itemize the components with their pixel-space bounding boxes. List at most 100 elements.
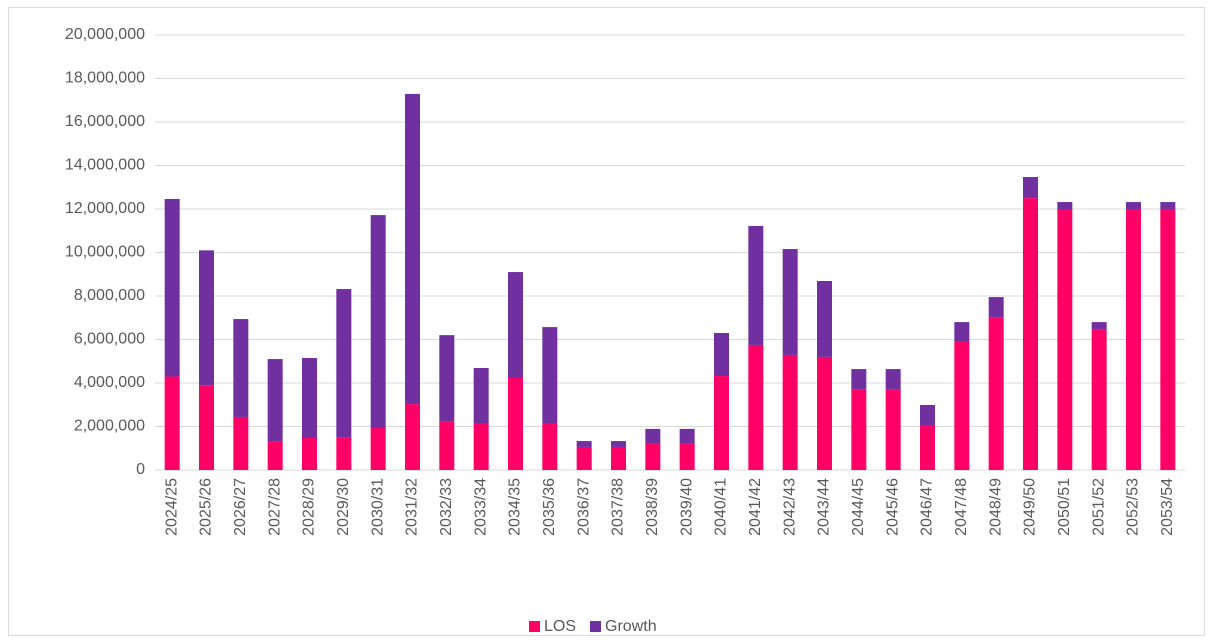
bar-segment [714,332,729,377]
bar-segment [1023,177,1038,199]
x-tick-label: 2045/46 [884,478,901,536]
bar-segment [920,424,935,470]
x-tick-label: 2046/47 [919,478,936,536]
bar-segment [233,319,249,417]
bar-segment [576,441,592,447]
bar-segment [233,416,249,470]
x-tick-label: 2041/42 [747,478,764,536]
x-tick-label: 2048/49 [987,478,1004,536]
x-tick-label: 2024/25 [163,478,180,536]
bar-segment [1091,329,1107,470]
bar-segment [473,423,489,470]
x-tick-label: 2049/50 [1022,478,1039,536]
bar-segment [679,428,695,444]
bar-segment [885,389,901,470]
x-tick-label: 2031/32 [404,478,421,536]
x-tick-label: 2027/28 [266,478,283,536]
y-tick-label: 4,000,000 [74,374,145,391]
bar-segment [1160,202,1176,209]
y-tick-label: 12,000,000 [65,200,145,217]
y-tick-label: 14,000,000 [65,157,145,174]
bar-segment [679,443,695,470]
x-tick-label: 2038/39 [644,478,661,536]
x-tick-label: 2028/29 [301,478,318,536]
bar-segment [164,376,180,470]
x-tick-label: 2025/26 [198,478,215,536]
x-tick-label: 2051/52 [1090,478,1107,536]
bar-segment [851,369,867,390]
legend-label: Growth [605,618,657,635]
y-tick-label: 8,000,000 [74,287,145,304]
bar-segment [782,354,798,470]
y-tick-label: 20,000,000 [65,26,145,43]
bar-segment [1023,198,1038,470]
x-tick-label: 2037/38 [610,478,627,536]
bar-segment [988,297,1004,318]
bar-segment [405,93,420,405]
bar-segment [199,385,214,470]
bar-segment [954,322,970,342]
bar-segment [920,404,935,425]
x-tick-label: 2039/40 [678,478,695,536]
bar-segment [267,441,283,470]
bar-segment [988,317,1004,470]
bar-segment [817,280,832,357]
legend-swatch [529,621,540,632]
bar-segment [576,446,592,470]
y-tick-label: 6,000,000 [74,331,145,348]
x-tick-label: 2036/37 [575,478,592,536]
bar-segment [370,215,386,429]
bar-segment [817,356,832,470]
bar-segment [370,428,386,470]
y-tick-label: 0 [136,461,145,478]
y-tick-label: 10,000,000 [65,244,145,261]
bar-segment [164,198,180,377]
x-tick-label: 2034/35 [507,478,524,536]
bar-segment [542,423,558,470]
bar-segment [508,377,523,470]
bar-segment [1126,202,1141,209]
bar-segment [439,335,455,422]
bar-segment [748,344,764,470]
bar-segment [1057,202,1073,209]
x-tick-label: 2040/41 [713,478,730,536]
x-tick-label: 2029/30 [335,478,352,536]
legend-swatch [590,621,602,632]
bar-segment [267,359,283,442]
bar-segment [199,250,214,386]
x-tick-label: 2032/33 [438,478,455,536]
x-tick-label: 2026/27 [232,478,249,536]
bar-segment [885,369,901,390]
x-tick-label: 2035/36 [541,478,558,536]
y-tick-label: 2,000,000 [74,418,145,435]
bar-segment [336,437,352,470]
bar-segment [439,421,455,470]
bar-segment [1160,209,1176,470]
bar-segment [954,341,970,470]
bar-segment [405,404,420,470]
bar-segment [611,446,626,470]
bar-segment [302,357,317,439]
bar-segment [1126,209,1141,470]
bar-segment [302,438,317,470]
y-tick-label: 18,000,000 [65,70,145,87]
x-tick-label: 2044/45 [850,478,867,536]
bar-segment [782,249,798,355]
bar-segment [748,225,764,345]
x-tick-label: 2050/51 [1056,478,1073,536]
y-tick-label: 16,000,000 [65,113,145,130]
bar-segment [542,327,558,424]
bar-segment [645,428,661,444]
bar-segment [851,389,867,470]
x-tick-label: 2047/48 [953,478,970,536]
x-tick-label: 2052/53 [1125,478,1142,536]
x-tick-label: 2053/54 [1159,478,1176,536]
bar-segment [714,376,729,470]
x-tick-label: 2030/31 [369,478,386,536]
x-tick-label: 2033/34 [472,478,489,536]
x-tick-label: 2042/43 [781,478,798,536]
bar-segment [645,443,661,470]
x-tick-label: 2043/44 [816,478,833,536]
